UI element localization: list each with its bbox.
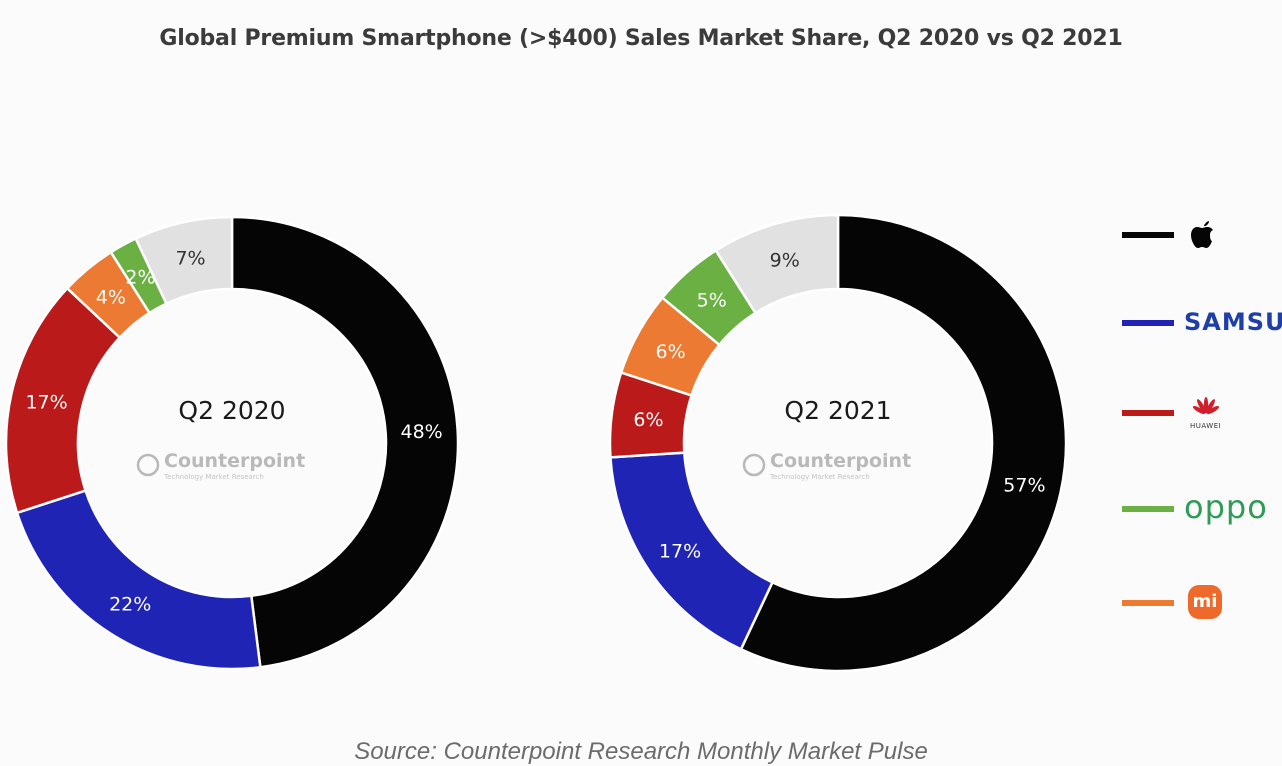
apple-logo-icon (1184, 214, 1282, 254)
legend-swatch-xiaomi (1122, 600, 1174, 606)
watermark-tagline-1: Technology Market Research (769, 473, 870, 481)
xiaomi-logo-icon: mi (1184, 582, 1282, 622)
chart-title: Global Premium Smartphone (>$400) Sales … (159, 26, 1123, 51)
donut-slice-others-1 (714, 213, 840, 315)
huawei-logo-icon: HUAWEI (1184, 392, 1282, 432)
data-label-oppo-0: 2% (125, 267, 155, 289)
donut-slice-samsung-0 (15, 489, 262, 671)
donut-slice-others-0 (134, 215, 234, 306)
data-label-samsung-1: 17% (659, 540, 701, 562)
source-note: Source: Counterpoint Research Monthly Ma… (354, 738, 928, 765)
legend-swatch-apple (1122, 232, 1174, 238)
data-label-apple-1: 57% (1003, 475, 1045, 497)
legend-item-huawei: HUAWEI (1122, 392, 1282, 432)
data-label-xiaomi-0: 4% (96, 287, 126, 309)
watermark-tagline-0: Technology Market Research (163, 473, 264, 481)
legend-swatch-oppo (1122, 506, 1174, 512)
data-label-apple-0: 48% (401, 421, 443, 443)
legend-item-xiaomi: mi (1122, 582, 1282, 622)
center-label-1: Q2 2021 (784, 396, 891, 425)
legend-swatch-samsung (1122, 320, 1174, 326)
oppo-logo-icon: oppo (1184, 488, 1268, 526)
legend-item-oppo: oppo (1122, 488, 1282, 528)
center-label-0: Q2 2020 (178, 396, 285, 425)
data-label-xiaomi-1: 6% (656, 341, 686, 363)
data-label-oppo-1: 5% (697, 290, 727, 312)
donut-slice-apple-0 (230, 215, 460, 669)
legend-item-samsung: SAMSU (1122, 302, 1282, 342)
data-label-huawei-1: 6% (633, 409, 663, 431)
watermark-text-0: Counterpoint (164, 450, 305, 472)
data-label-others-0: 7% (175, 248, 205, 270)
counterpoint-logo-icon (136, 453, 160, 477)
legend-item-apple (1122, 214, 1282, 254)
donut-slice-apple-1 (739, 213, 1068, 673)
watermark-text-1: Counterpoint (770, 450, 911, 472)
data-label-others-1: 9% (770, 250, 800, 272)
legend-swatch-huawei (1122, 410, 1174, 416)
data-label-huawei-0: 17% (25, 392, 67, 414)
samsung-logo-icon: SAMSU (1184, 308, 1282, 336)
data-label-samsung-0: 22% (109, 593, 151, 615)
counterpoint-logo-icon (742, 453, 766, 477)
